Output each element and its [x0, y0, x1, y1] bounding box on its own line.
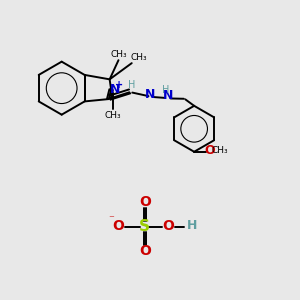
Text: CH₃: CH₃ — [110, 50, 127, 59]
Text: S: S — [139, 219, 150, 234]
Text: O: O — [139, 244, 151, 258]
Text: +: + — [115, 80, 123, 90]
Text: N: N — [163, 89, 173, 102]
Text: CH₃: CH₃ — [212, 146, 228, 155]
Text: ⁻: ⁻ — [108, 214, 114, 224]
Text: CH₃: CH₃ — [104, 111, 121, 120]
Text: O: O — [139, 195, 151, 209]
Text: N: N — [110, 83, 120, 96]
Text: O: O — [112, 219, 124, 233]
Text: O: O — [162, 219, 174, 233]
Text: H: H — [187, 219, 197, 232]
Text: H: H — [162, 85, 169, 94]
Text: O: O — [204, 144, 215, 158]
Text: N: N — [145, 88, 155, 101]
Text: H: H — [128, 80, 135, 90]
Text: CH₃: CH₃ — [131, 53, 147, 62]
